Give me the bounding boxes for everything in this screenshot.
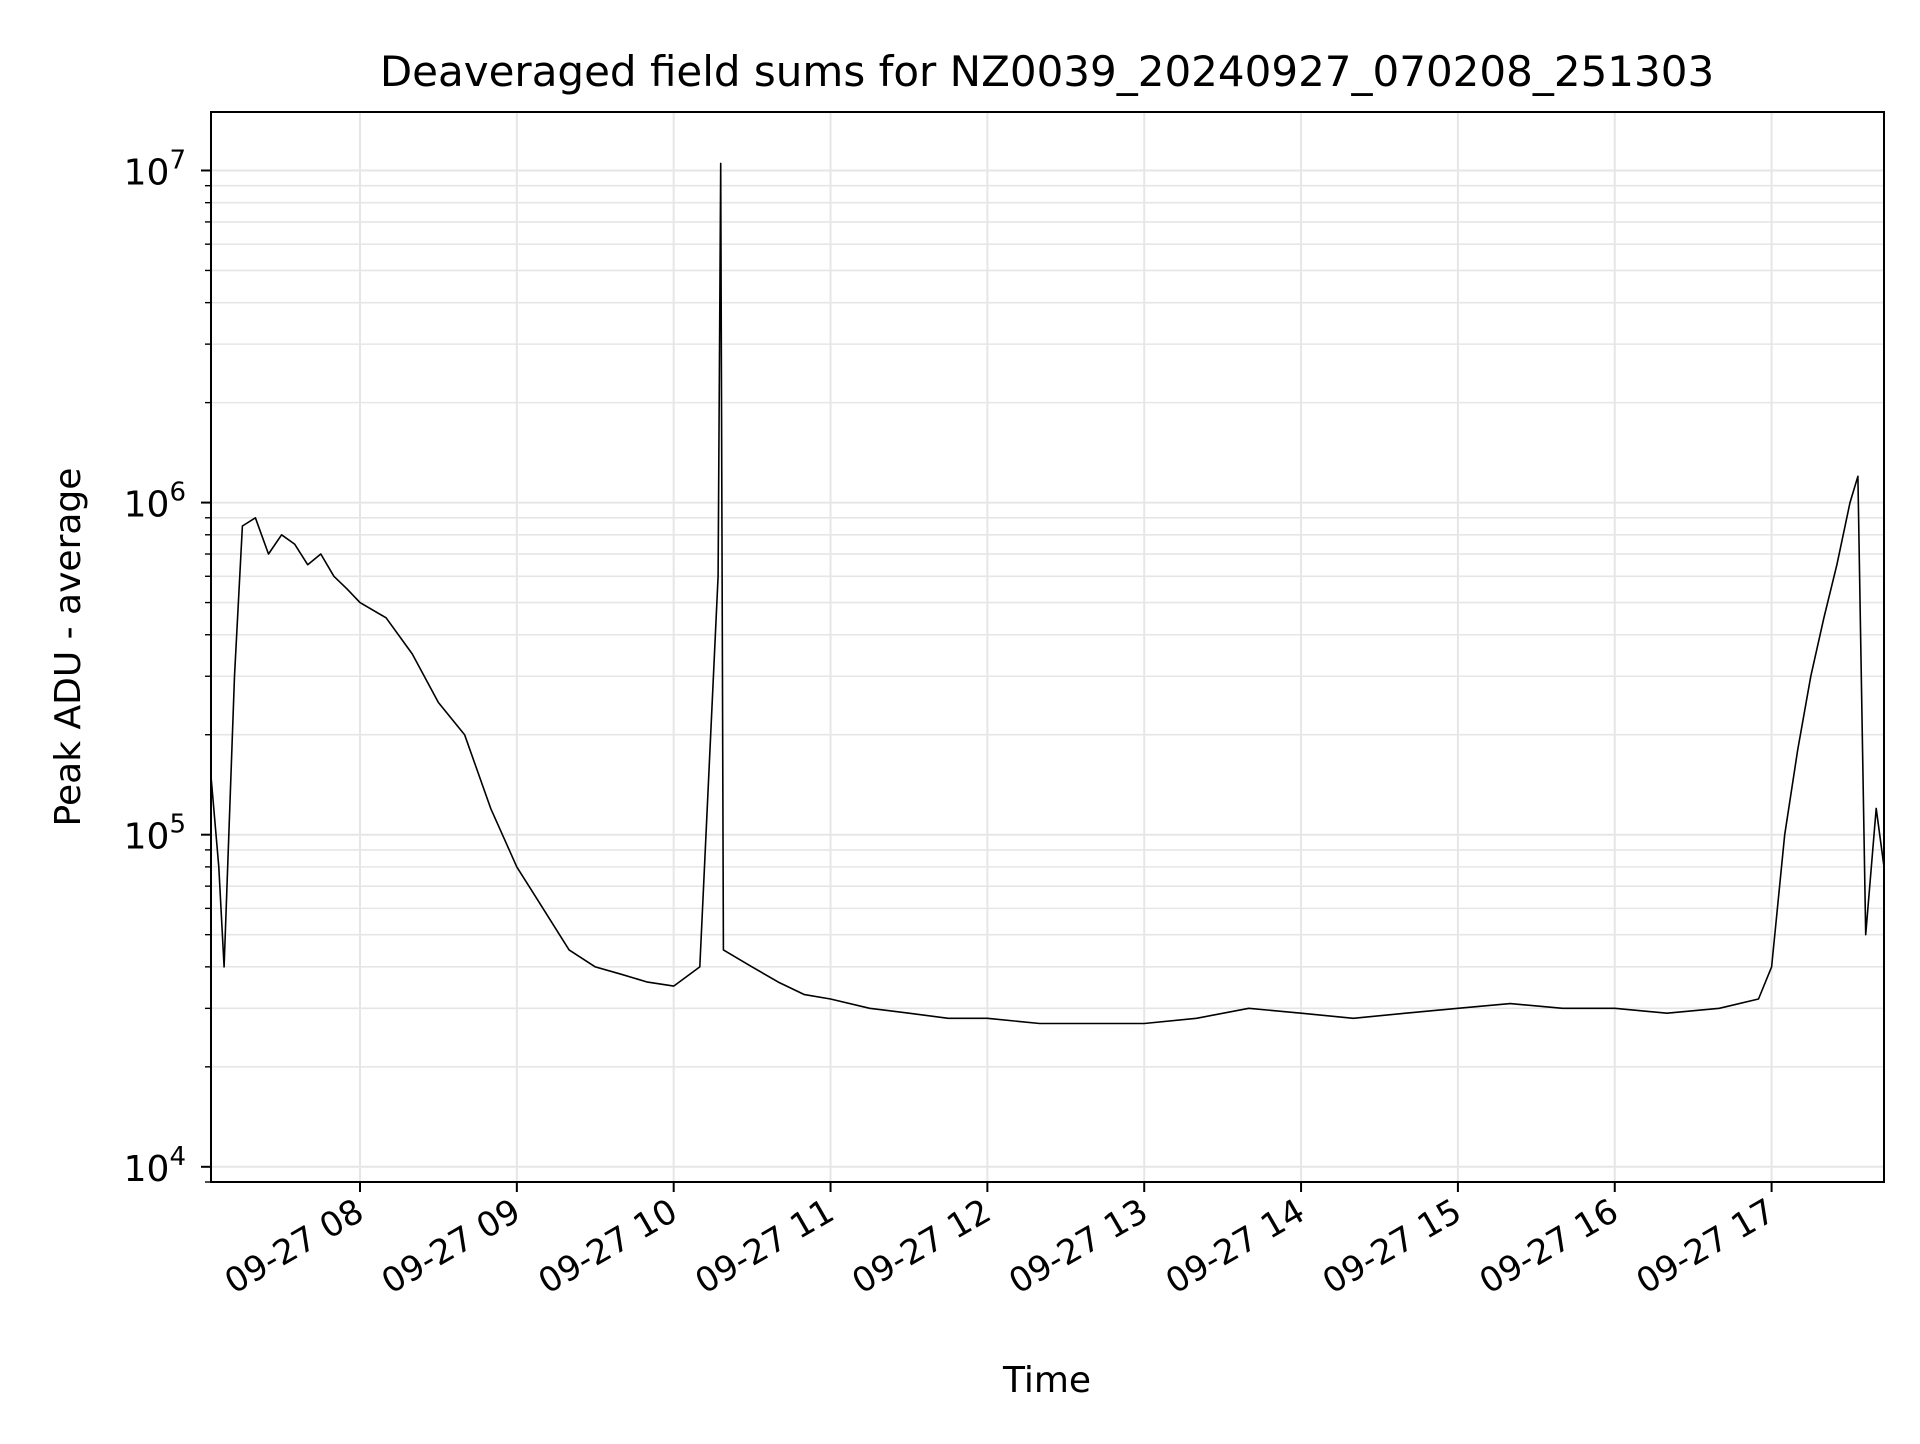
x-tick-label: 09-27 09	[375, 1191, 527, 1302]
x-tick-label: 09-27 16	[1473, 1191, 1625, 1302]
x-tick-label: 09-27 13	[1002, 1191, 1154, 1302]
y-axis: 104 105 106 107	[124, 145, 211, 1190]
x-tick-label: 09-27 12	[845, 1191, 997, 1302]
x-axis: 09-27 08 09-27 09 09-27 10 09-27 11 09-27 12…	[218, 1182, 1782, 1302]
x-tick-label: 09-27 08	[218, 1191, 370, 1302]
plot-frame	[210, 111, 1885, 1183]
chart-title: Deaveraged field sums for NZ0039_2024092…	[380, 47, 1714, 96]
grid-lines	[211, 112, 1884, 1183]
series-line	[210, 162, 1885, 1025]
x-tick-label: 09-27 17	[1630, 1191, 1782, 1302]
y-tick-label: 104	[124, 1142, 186, 1190]
y-axis-label: Peak ADU - average	[48, 468, 89, 827]
data-series	[210, 162, 1885, 1025]
y-tick-label: 105	[124, 810, 186, 858]
x-tick-label: 09-27 14	[1159, 1191, 1311, 1302]
x-tick-label: 09-27 11	[689, 1191, 841, 1302]
x-tick-label: 09-27 10	[532, 1191, 684, 1302]
y-tick-label: 107	[124, 145, 186, 193]
x-tick-label: 09-27 15	[1316, 1191, 1468, 1302]
x-axis-label: Time	[1002, 1360, 1091, 1401]
y-tick-label: 106	[124, 478, 186, 526]
